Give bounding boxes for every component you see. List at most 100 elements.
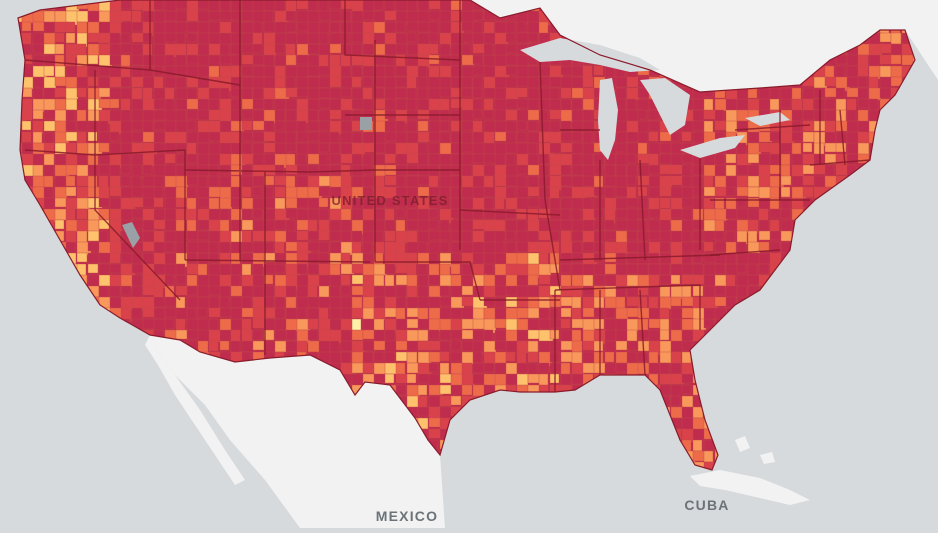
county-cell[interactable]: [769, 230, 782, 241]
county-cell[interactable]: [494, 153, 506, 167]
county-cell[interactable]: [54, 76, 67, 87]
county-cell[interactable]: [516, 142, 529, 156]
county-cell[interactable]: [472, 87, 483, 99]
county-cell[interactable]: [659, 274, 673, 285]
county-cell[interactable]: [516, 263, 529, 277]
county-cell[interactable]: [802, 87, 816, 100]
county-cell[interactable]: [725, 219, 739, 233]
county-cell[interactable]: [450, 340, 462, 351]
county-cell[interactable]: [329, 0, 343, 10]
county-cell[interactable]: [120, 153, 131, 166]
county-cell[interactable]: [725, 186, 736, 197]
county-cell[interactable]: [384, 21, 398, 34]
county-cell[interactable]: [483, 208, 496, 220]
county-cell[interactable]: [472, 351, 483, 364]
county-cell[interactable]: [175, 274, 187, 285]
county-cell[interactable]: [219, 109, 232, 122]
county-cell[interactable]: [109, 98, 120, 109]
county-cell[interactable]: [681, 406, 694, 420]
county-cell[interactable]: [461, 340, 475, 352]
county-cell[interactable]: [461, 175, 475, 188]
county-cell[interactable]: [406, 197, 417, 209]
county-cell[interactable]: [274, 241, 285, 254]
county-cell[interactable]: [417, 384, 428, 396]
county-cell[interactable]: [340, 65, 352, 79]
county-cell[interactable]: [109, 208, 122, 222]
county-cell[interactable]: [670, 362, 682, 375]
county-cell[interactable]: [692, 252, 703, 264]
county-cell[interactable]: [549, 153, 563, 166]
county-cell[interactable]: [43, 32, 56, 46]
county-cell[interactable]: [494, 296, 506, 310]
county-cell[interactable]: [164, 230, 178, 243]
county-cell[interactable]: [318, 307, 329, 321]
county-cell[interactable]: [725, 164, 737, 177]
county-cell[interactable]: [351, 307, 365, 319]
county-cell[interactable]: [98, 164, 111, 175]
county-cell[interactable]: [109, 32, 121, 45]
county-cell[interactable]: [428, 208, 439, 219]
county-cell[interactable]: [428, 219, 439, 230]
county-cell[interactable]: [626, 318, 639, 332]
county-cell[interactable]: [846, 54, 860, 67]
county-cell[interactable]: [450, 307, 464, 320]
county-cell[interactable]: [868, 76, 879, 90]
county-cell[interactable]: [483, 351, 496, 365]
county-cell[interactable]: [164, 0, 178, 12]
county-cell[interactable]: [307, 164, 320, 178]
county-cell[interactable]: [703, 450, 714, 463]
county-cell[interactable]: [516, 131, 527, 143]
county-cell[interactable]: [593, 164, 604, 175]
county-cell[interactable]: [219, 274, 233, 288]
county-cell[interactable]: [582, 241, 595, 252]
county-cell[interactable]: [571, 230, 584, 242]
county-cell[interactable]: [65, 109, 76, 123]
county-cell[interactable]: [274, 329, 288, 341]
county-cell[interactable]: [450, 252, 461, 266]
county-cell[interactable]: [505, 219, 518, 233]
county-cell[interactable]: [604, 219, 615, 231]
county-cell[interactable]: [549, 263, 560, 274]
county-cell[interactable]: [571, 98, 583, 111]
county-cell[interactable]: [406, 340, 420, 353]
county-cell[interactable]: [329, 208, 342, 221]
county-cell[interactable]: [659, 329, 670, 341]
county-cell[interactable]: [626, 351, 637, 364]
county-cell[interactable]: [582, 318, 596, 332]
county-cell[interactable]: [868, 87, 882, 101]
county-cell[interactable]: [285, 109, 297, 123]
county-cell[interactable]: [395, 384, 407, 396]
county-cell[interactable]: [615, 362, 629, 373]
county-cell[interactable]: [54, 219, 65, 230]
county-cell[interactable]: [219, 164, 231, 175]
county-cell[interactable]: [758, 252, 772, 265]
county-cell[interactable]: [241, 329, 253, 342]
county-cell[interactable]: [263, 142, 276, 153]
county-cell[interactable]: [230, 285, 244, 297]
county-cell[interactable]: [241, 65, 254, 77]
county-cell[interactable]: [527, 241, 540, 253]
county-cell[interactable]: [406, 32, 417, 43]
county-cell[interactable]: [109, 131, 120, 142]
county-cell[interactable]: [142, 230, 156, 243]
county-cell[interactable]: [65, 197, 78, 210]
county-cell[interactable]: [54, 153, 68, 166]
county-cell[interactable]: [846, 87, 860, 98]
county-cell[interactable]: [395, 230, 408, 244]
county-cell[interactable]: [274, 230, 288, 243]
county-cell[interactable]: [120, 43, 134, 54]
county-cell[interactable]: [65, 32, 76, 44]
county-cell[interactable]: [494, 219, 506, 233]
county-cell[interactable]: [274, 307, 286, 320]
county-cell[interactable]: [714, 230, 725, 241]
county-cell[interactable]: [846, 76, 860, 88]
county-cell[interactable]: [329, 131, 340, 144]
county-cell[interactable]: [417, 175, 431, 186]
county-cell[interactable]: [329, 340, 340, 354]
county-cell[interactable]: [505, 252, 519, 265]
county-cell[interactable]: [131, 76, 145, 88]
county-cell[interactable]: [87, 109, 101, 123]
county-cell[interactable]: [648, 208, 662, 219]
county-cell[interactable]: [274, 263, 286, 274]
